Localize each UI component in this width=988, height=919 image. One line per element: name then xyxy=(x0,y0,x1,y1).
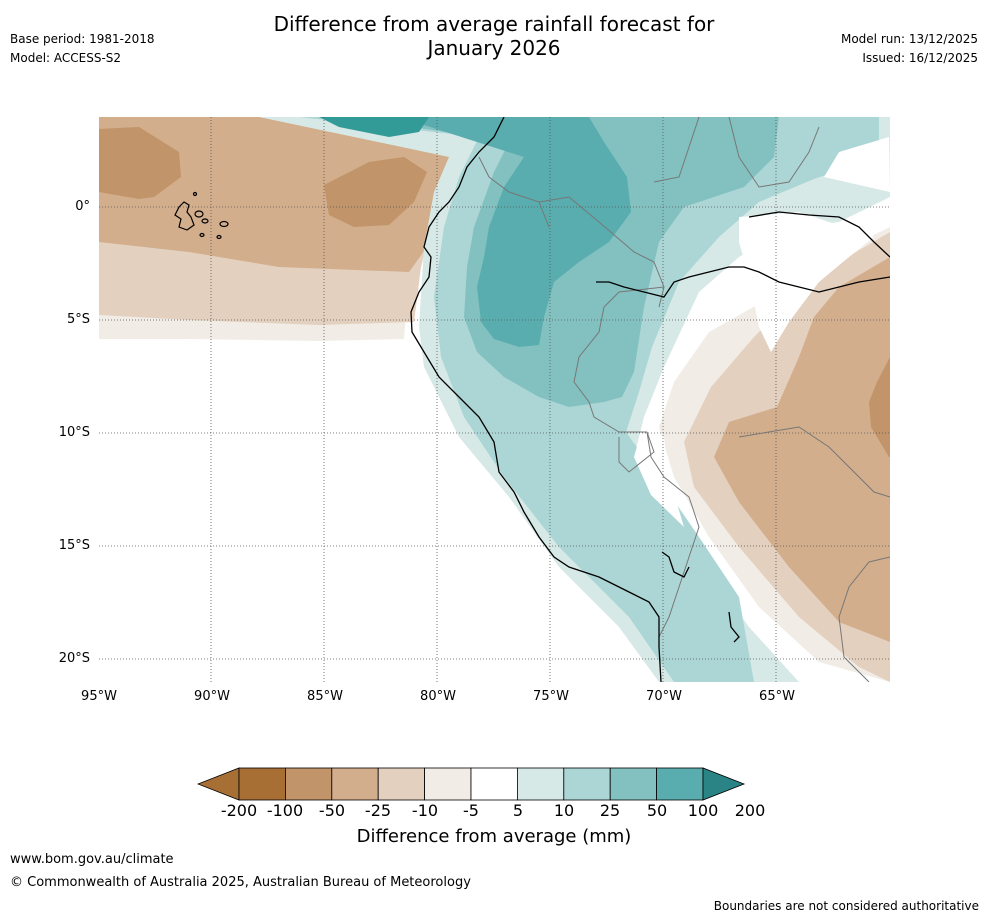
country-borders xyxy=(478,117,890,682)
galapagos-islands xyxy=(174,191,229,240)
colorbar-arrow-right xyxy=(702,767,746,801)
lat-label-10s: 10°S xyxy=(58,425,90,440)
issued-date: Issued: 16/12/2025 xyxy=(862,51,978,65)
cb-label-m25: -25 xyxy=(364,801,392,820)
lon-label-70w: 70°W xyxy=(646,689,682,704)
title-line-1: Difference from average rainfall forecas… xyxy=(273,12,715,36)
meta-left: Base period: 1981-2018 Model: ACCESS-S2 xyxy=(10,30,155,68)
lon-label-90w: 90°W xyxy=(194,689,230,704)
footer-url: www.bom.gov.au/climate xyxy=(10,852,174,867)
title-line-2: January 2026 xyxy=(427,36,561,60)
lon-label-85w: 85°W xyxy=(307,689,343,704)
model-run: Model run: 13/12/2025 xyxy=(840,32,978,46)
lon-label-80w: 80°W xyxy=(420,689,456,704)
colorbar-title: Difference from average (mm) xyxy=(356,826,632,847)
base-period: Base period: 1981-2018 xyxy=(10,32,155,46)
cb-label-100: 100 xyxy=(687,801,719,820)
colorbar-segment xyxy=(563,767,611,801)
meta-right: Model run: 13/12/2025 Issued: 16/12/2025 xyxy=(841,30,978,68)
cb-label-m200: -200 xyxy=(220,801,258,820)
colorbar-segment xyxy=(656,767,704,801)
colorbar-segment xyxy=(331,767,379,801)
colorbar-segment xyxy=(424,767,472,801)
colorbar-segment xyxy=(285,767,333,801)
cb-label-50: 50 xyxy=(646,801,668,820)
cb-label-m5: -5 xyxy=(463,801,479,820)
cb-label-m50: -50 xyxy=(318,801,346,820)
colorbar-segment xyxy=(238,767,286,801)
colorbar-segment xyxy=(377,767,425,801)
colorbar-segments xyxy=(197,767,746,801)
colorbar-segment xyxy=(470,767,518,801)
chart-title: Difference from average rainfall forecas… xyxy=(0,12,988,60)
lat-label-0: 0° xyxy=(75,199,90,214)
model-name: Model: ACCESS-S2 xyxy=(10,51,122,65)
neutral-pocket-ne xyxy=(739,212,874,352)
west-dry-band-25 xyxy=(99,117,454,272)
colorbar-arrow-left xyxy=(197,767,240,801)
colorbar-segment xyxy=(609,767,658,801)
footer-copyright: © Commonwealth of Australia 2025, Austra… xyxy=(10,875,471,890)
west-dry-band-50-a xyxy=(99,127,181,199)
colorbar xyxy=(197,767,746,801)
cb-label-5: 5 xyxy=(512,801,524,820)
neutral-tongue-s xyxy=(634,422,684,527)
footer-disclaimer: Boundaries are not considered authoritat… xyxy=(713,899,979,913)
lon-label-95w: 95°W xyxy=(81,689,117,704)
wet-band-100 xyxy=(319,117,429,137)
cb-label-25: 25 xyxy=(599,801,621,820)
west-dry-band-50-b xyxy=(324,157,427,227)
lat-label-5s: 5°S xyxy=(66,312,90,327)
lon-label-65w: 65°W xyxy=(759,689,795,704)
colorbar-segment xyxy=(516,767,565,801)
lat-label-15s: 15°S xyxy=(58,538,90,553)
lon-label-75w: 75°W xyxy=(533,689,569,704)
cb-label-10: 10 xyxy=(553,801,575,820)
rainfall-map xyxy=(99,117,890,682)
east-dry-band-50 xyxy=(869,357,890,457)
cb-label-m10: -10 xyxy=(411,801,439,820)
coastline xyxy=(410,117,890,682)
neutral-pocket-ne-top xyxy=(824,137,890,192)
wet-band-50 xyxy=(399,117,631,347)
cb-label-200: 200 xyxy=(734,801,766,820)
cb-label-m100: -100 xyxy=(266,801,304,820)
lat-label-20s: 20°S xyxy=(58,651,90,666)
gridlines xyxy=(99,117,890,682)
